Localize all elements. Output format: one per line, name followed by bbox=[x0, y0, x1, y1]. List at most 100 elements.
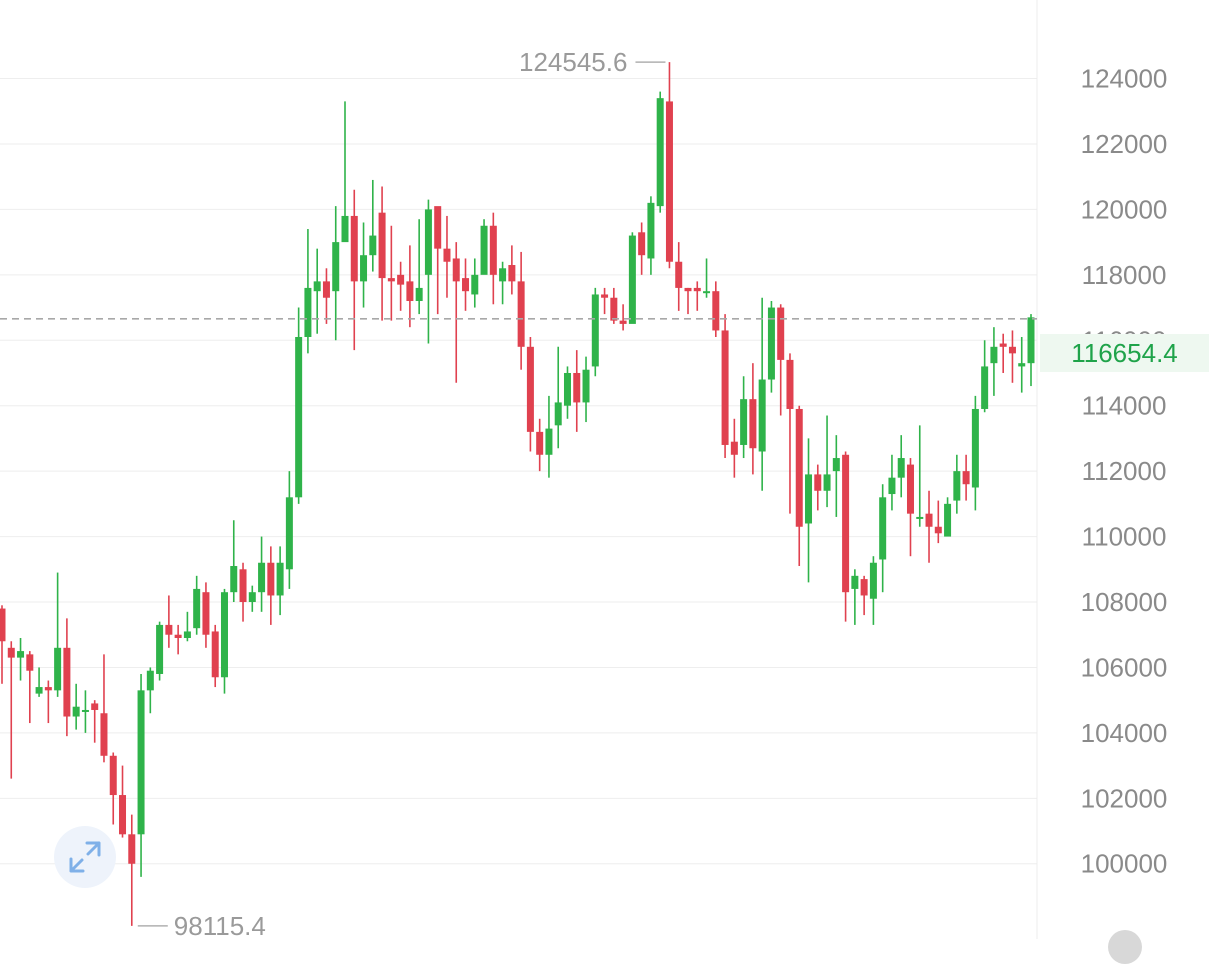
candle-down bbox=[601, 287, 609, 315]
y-tick-label: 118000 bbox=[1082, 260, 1167, 290]
candle-down bbox=[962, 454, 970, 501]
candle-body bbox=[304, 287, 312, 337]
candle-body bbox=[981, 366, 989, 409]
candle-up bbox=[563, 366, 571, 419]
candle-body bbox=[647, 202, 655, 259]
candle-body bbox=[91, 703, 99, 710]
candle-up bbox=[424, 199, 432, 344]
candle-down bbox=[999, 333, 1007, 373]
candle-body bbox=[879, 497, 887, 560]
candle-body bbox=[295, 336, 303, 498]
grid-lines bbox=[0, 78, 1037, 865]
candle-up bbox=[869, 556, 877, 625]
candle-body bbox=[322, 281, 330, 298]
candle-down bbox=[489, 212, 497, 305]
candle-body bbox=[944, 503, 952, 537]
candle-body bbox=[267, 562, 275, 596]
candle-up bbox=[220, 588, 228, 694]
candle-up bbox=[897, 435, 905, 498]
low-annotation: 98115.4 bbox=[137, 911, 266, 939]
candle-body bbox=[990, 346, 998, 364]
y-tick-label: 104000 bbox=[1081, 718, 1168, 748]
candle-up bbox=[944, 497, 952, 537]
candle-body bbox=[545, 428, 553, 455]
candle-body bbox=[387, 278, 395, 282]
candle-body bbox=[971, 408, 979, 488]
candle-body bbox=[805, 474, 813, 524]
candle-body bbox=[665, 101, 673, 262]
candle-down bbox=[906, 458, 914, 557]
candle-body bbox=[276, 562, 284, 596]
high-annotation: 124545.6 bbox=[519, 47, 666, 77]
candle-up bbox=[276, 546, 284, 616]
candle-body bbox=[72, 706, 80, 717]
candle-body bbox=[17, 651, 25, 658]
candle-down bbox=[1008, 330, 1016, 383]
candle-body bbox=[638, 232, 646, 256]
candle-body bbox=[906, 464, 914, 514]
candle-up bbox=[953, 454, 961, 514]
y-tick-label: 110000 bbox=[1082, 522, 1167, 552]
candle-body bbox=[0, 608, 6, 642]
candle-down bbox=[619, 304, 627, 331]
candle-body bbox=[220, 592, 228, 678]
candle-body bbox=[332, 242, 340, 292]
candle-up bbox=[916, 425, 924, 527]
candle-body bbox=[508, 265, 516, 282]
candle-down bbox=[350, 189, 358, 351]
candle-down bbox=[119, 765, 127, 838]
candle-down bbox=[684, 287, 692, 315]
candle-up bbox=[582, 356, 590, 423]
candle-down bbox=[100, 654, 108, 763]
candle-body bbox=[119, 795, 127, 835]
candle-down bbox=[934, 500, 942, 544]
candle-body bbox=[749, 399, 757, 449]
candle-down bbox=[378, 186, 386, 321]
candle-up bbox=[480, 219, 488, 275]
candle-down bbox=[267, 546, 275, 625]
candle-body bbox=[369, 235, 377, 256]
candle-down bbox=[397, 261, 405, 311]
candle-body bbox=[239, 569, 247, 603]
candle-body bbox=[517, 281, 525, 347]
candle-body bbox=[480, 225, 488, 275]
candle-body bbox=[471, 274, 479, 295]
candle-up bbox=[591, 287, 599, 377]
candle-down bbox=[202, 582, 210, 648]
candle-up bbox=[360, 222, 368, 308]
candle-down bbox=[730, 418, 738, 478]
candle-up bbox=[647, 196, 655, 275]
y-tick-label: 120000 bbox=[1081, 194, 1168, 224]
candle-up bbox=[285, 471, 293, 589]
candle-down bbox=[443, 215, 451, 298]
candle-body bbox=[526, 346, 534, 432]
candle-down bbox=[526, 336, 534, 452]
candle-body bbox=[499, 268, 507, 282]
candle-up bbox=[230, 520, 238, 603]
candle-body bbox=[684, 287, 692, 292]
candle-up bbox=[554, 346, 562, 449]
candle-down bbox=[91, 700, 99, 743]
candle-up bbox=[54, 572, 62, 697]
candle-body bbox=[786, 359, 794, 409]
candle-down bbox=[638, 222, 646, 275]
candle-body bbox=[44, 687, 52, 691]
candle-down bbox=[777, 304, 785, 416]
candle-body bbox=[341, 215, 349, 243]
candle-body bbox=[109, 755, 117, 796]
candle-body bbox=[174, 634, 182, 638]
candle-body bbox=[146, 670, 154, 691]
y-tick-label: 102000 bbox=[1081, 783, 1168, 813]
candle-body bbox=[230, 566, 238, 593]
scroll-handle[interactable] bbox=[1108, 930, 1142, 964]
candle-down bbox=[814, 464, 822, 511]
candle-up bbox=[1027, 314, 1035, 387]
candle-down bbox=[322, 268, 330, 324]
candle-body bbox=[628, 235, 636, 324]
expand-chart-button[interactable] bbox=[54, 826, 116, 888]
candle-body bbox=[851, 575, 859, 589]
candle-body bbox=[536, 431, 544, 455]
candle-body bbox=[601, 294, 609, 298]
candle-body bbox=[703, 291, 711, 294]
current-price-value: 116654.4 bbox=[1071, 337, 1178, 368]
